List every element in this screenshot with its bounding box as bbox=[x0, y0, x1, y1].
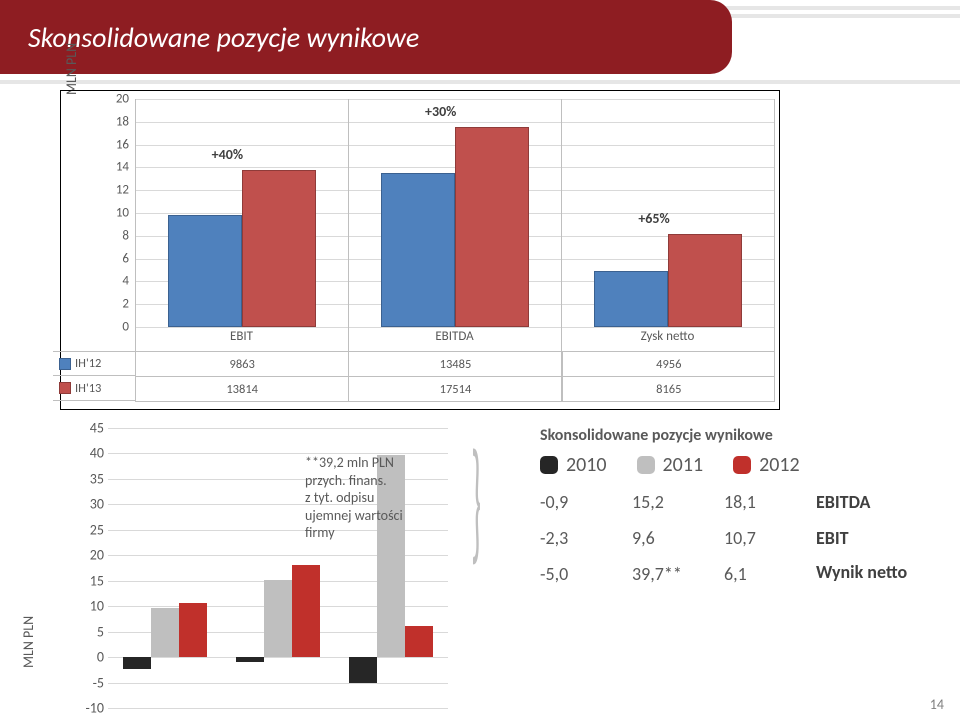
cell: 15,2 bbox=[632, 491, 724, 513]
legend-swatch bbox=[540, 456, 558, 474]
header-rule bbox=[0, 80, 960, 84]
legend-swatch bbox=[733, 456, 751, 474]
header: Skonsolidowane pozycje wynikowe bbox=[0, 0, 960, 100]
brace-icon: } bbox=[471, 419, 481, 584]
table-row: -2,3 9,6 10,7 EBIT bbox=[540, 527, 940, 549]
chart1-series-label: IH'12 bbox=[53, 352, 135, 375]
chart1-cell: 8165 bbox=[562, 377, 775, 401]
slide: Skonsolidowane pozycje wynikowe MLN PLN … bbox=[0, 0, 960, 719]
cell: 39,7** bbox=[632, 563, 724, 585]
chart1-category-label: EBITDA bbox=[348, 329, 561, 349]
legend-text: 2011 bbox=[663, 453, 704, 477]
cell: -5,0 bbox=[540, 563, 632, 585]
right-table-title: Skonsolidowane pozycje wynikowe bbox=[540, 426, 940, 445]
chart1: 02468101214161820+40%+30%+65% EBIT EBITD… bbox=[60, 90, 780, 410]
chart1-series-label: IH'13 bbox=[53, 376, 135, 400]
table-row: -0,9 15,2 18,1 EBITDA bbox=[540, 491, 940, 513]
legend-item: 2011 bbox=[637, 453, 704, 477]
metric-label: Wynik netto bbox=[816, 563, 926, 585]
chart1-cell: 9863 bbox=[135, 352, 348, 376]
legend-item: 2010 bbox=[540, 453, 607, 477]
chart1-category-label: EBIT bbox=[135, 329, 348, 349]
chart1-cell: 17514 bbox=[348, 377, 561, 401]
legend-text: IH'13 bbox=[75, 381, 101, 396]
chart1-category-label: Zysk netto bbox=[561, 329, 774, 349]
metric-label: EBITDA bbox=[816, 491, 926, 513]
chart1-y-axis-title: MLN PLN bbox=[63, 43, 80, 95]
chart1-data-table: 9863 13485 4956 13814 17514 8165 bbox=[135, 351, 775, 402]
legend-text: 2010 bbox=[566, 453, 607, 477]
page-title: Skonsolidowane pozycje wynikowe bbox=[28, 20, 419, 55]
page-number: 14 bbox=[930, 696, 944, 713]
cell: 6,1 bbox=[724, 563, 816, 585]
chart1-plot: 02468101214161820+40%+30%+65% bbox=[135, 99, 775, 327]
chart1-cell: 4956 bbox=[562, 352, 775, 376]
table-row: -5,0 39,7** 6,1 Wynik netto bbox=[540, 563, 940, 585]
note-line: firmy bbox=[305, 524, 335, 541]
legend-swatch bbox=[637, 456, 655, 474]
cell: -2,3 bbox=[540, 527, 632, 549]
chart1-cell: 13814 bbox=[135, 377, 348, 401]
cell: 9,6 bbox=[632, 527, 724, 549]
right-table: Skonsolidowane pozycje wynikowe 2010 201… bbox=[540, 426, 940, 599]
legend-text: IH'12 bbox=[75, 356, 101, 371]
note-line: z tyt. odpisu bbox=[305, 489, 374, 506]
right-table-legend: 2010 2011 2012 bbox=[540, 453, 940, 477]
metric-label: EBIT bbox=[816, 527, 926, 549]
cell: -0,9 bbox=[540, 491, 632, 513]
legend-swatch bbox=[59, 358, 71, 370]
chart2-note: **39,2 mln PLN przych. finans. z tyt. od… bbox=[305, 454, 465, 542]
cell: 18,1 bbox=[724, 491, 816, 513]
legend-text: 2012 bbox=[759, 453, 800, 477]
note-line: przych. finans. bbox=[305, 472, 387, 489]
chart1-cell: 13485 bbox=[348, 352, 561, 376]
note-line: ujemnej wartości bbox=[305, 507, 403, 524]
legend-swatch bbox=[59, 382, 71, 394]
cell: 10,7 bbox=[724, 527, 816, 549]
legend-item: 2012 bbox=[733, 453, 800, 477]
note-line: **39,2 mln PLN bbox=[305, 454, 394, 471]
